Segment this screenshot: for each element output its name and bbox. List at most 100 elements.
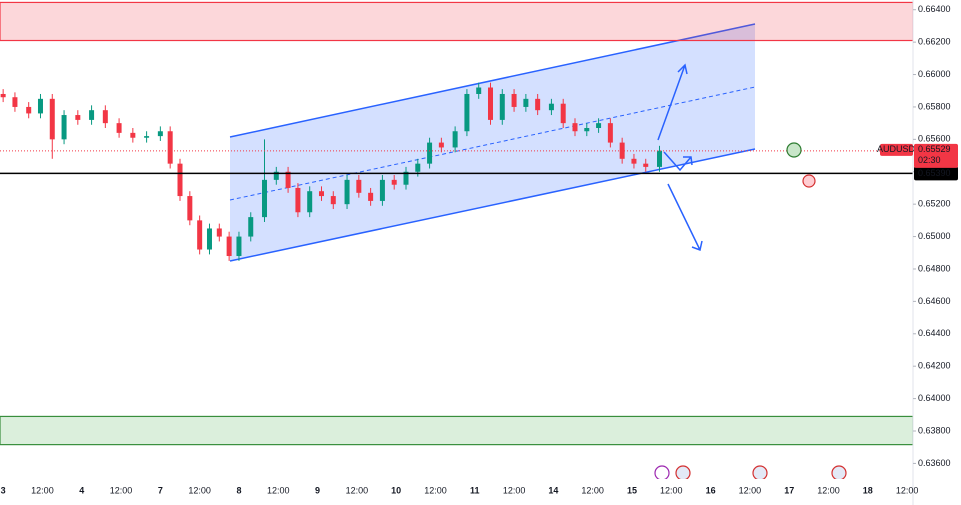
event-flag[interactable] bbox=[831, 465, 847, 481]
x-tick-label: 4 bbox=[79, 485, 84, 495]
channel-fill bbox=[230, 24, 755, 261]
candle-body bbox=[102, 110, 108, 124]
event-flag[interactable] bbox=[675, 465, 691, 481]
candle-body bbox=[26, 106, 32, 114]
candle-body bbox=[584, 128, 590, 132]
candle-body bbox=[177, 163, 183, 197]
arrow-down bbox=[667, 183, 703, 252]
x-tick-label: 12:00 bbox=[739, 485, 762, 495]
candle-body bbox=[572, 123, 578, 132]
horizontal-line-label-bg bbox=[914, 166, 958, 181]
y-tick-label: 0.66000 bbox=[918, 69, 951, 79]
x-tick-label: 12:00 bbox=[817, 485, 840, 495]
target-circle bbox=[786, 142, 802, 158]
candle-body bbox=[12, 97, 18, 107]
candle-body bbox=[499, 93, 505, 120]
x-tick-label: 10 bbox=[391, 485, 401, 495]
candle-body bbox=[116, 123, 122, 133]
y-tick-label: 0.64200 bbox=[918, 361, 951, 371]
candle-body bbox=[511, 93, 517, 107]
y-tick-label: 0.66400 bbox=[918, 4, 951, 14]
y-tick-label: 0.63800 bbox=[918, 425, 951, 435]
y-tick-label: 0.66200 bbox=[918, 37, 951, 47]
candle-body bbox=[295, 187, 301, 213]
candle-body bbox=[476, 87, 482, 94]
y-tick-label: 0.65600 bbox=[918, 134, 951, 144]
candle-body bbox=[656, 150, 662, 167]
candle-body bbox=[226, 236, 232, 257]
candle-body bbox=[464, 93, 470, 132]
event-flag[interactable] bbox=[752, 465, 768, 481]
price-axis bbox=[913, 0, 961, 505]
arrow-up bbox=[657, 63, 688, 141]
x-tick-label: 14 bbox=[548, 485, 558, 495]
candle-body bbox=[130, 132, 136, 138]
candle-body bbox=[415, 163, 421, 172]
support-zone bbox=[0, 415, 914, 446]
x-tick-label: 15 bbox=[627, 485, 637, 495]
event-icon[interactable] bbox=[654, 465, 670, 481]
candle-body bbox=[391, 179, 397, 185]
channel-upper bbox=[229, 23, 756, 138]
x-tick-label: 9 bbox=[315, 485, 320, 495]
candle-body bbox=[379, 179, 385, 201]
candle-body bbox=[307, 191, 313, 213]
x-tick-label: 12:00 bbox=[581, 485, 604, 495]
candle-body bbox=[643, 163, 649, 167]
y-tick-label: 0.65200 bbox=[918, 199, 951, 209]
candle-body bbox=[61, 115, 67, 140]
candle-body bbox=[0, 93, 6, 98]
channel bbox=[229, 23, 756, 262]
candle-body bbox=[197, 220, 203, 250]
x-tick-label: 12:00 bbox=[188, 485, 211, 495]
candle-body bbox=[216, 228, 222, 237]
candle-body bbox=[318, 191, 324, 197]
x-tick-label: 18 bbox=[863, 485, 873, 495]
x-tick-label: 12:00 bbox=[31, 485, 54, 495]
candle-body bbox=[37, 98, 43, 114]
plot bbox=[0, 1, 914, 446]
resistance-zone bbox=[0, 1, 914, 42]
candle-body bbox=[560, 103, 566, 124]
candle-body bbox=[285, 171, 291, 188]
y-tick-label: 0.65800 bbox=[918, 101, 951, 111]
horizontal-line-label: 0.65390 bbox=[918, 168, 951, 178]
candle-body bbox=[330, 196, 336, 205]
channel-lower bbox=[229, 148, 756, 262]
y-tick-label: 0.63600 bbox=[918, 458, 951, 468]
x-tick-label: 17 bbox=[784, 485, 794, 495]
symbol-label: AUDUSD bbox=[877, 144, 916, 154]
y-tick-label: 0.65000 bbox=[918, 231, 951, 241]
candle-body bbox=[89, 110, 95, 120]
x-tick-label: 12:00 bbox=[346, 485, 369, 495]
y-tick-label: 0.64000 bbox=[918, 393, 951, 403]
x-tick-label: 12:00 bbox=[896, 485, 919, 495]
candle-body bbox=[206, 228, 212, 250]
candle-body bbox=[631, 158, 637, 164]
x-tick-label: 8 bbox=[236, 485, 241, 495]
candle-body bbox=[452, 131, 458, 148]
candle-body bbox=[535, 98, 541, 111]
candle-body bbox=[248, 217, 254, 237]
x-tick-label: 3 bbox=[1, 485, 6, 495]
candle-body bbox=[49, 98, 55, 140]
candle-body bbox=[75, 115, 81, 120]
candle-body bbox=[157, 131, 163, 137]
symbol-label-bg bbox=[880, 143, 913, 156]
channel-mid bbox=[229, 86, 756, 201]
x-tick-label: 12:00 bbox=[660, 485, 683, 495]
x-tick-label: 12:00 bbox=[267, 485, 290, 495]
candle-body bbox=[236, 236, 242, 257]
candle-body bbox=[438, 142, 444, 148]
candle-body bbox=[187, 196, 193, 221]
candle-body bbox=[368, 192, 374, 201]
y-tick-label: 0.64600 bbox=[918, 296, 951, 306]
candle-body bbox=[607, 123, 613, 143]
x-tick-label: 12:00 bbox=[110, 485, 133, 495]
stop-circle bbox=[802, 174, 816, 188]
y-tick-label: 0.64800 bbox=[918, 263, 951, 273]
arrow-bounce bbox=[663, 151, 693, 172]
x-tick-label: 7 bbox=[158, 485, 163, 495]
